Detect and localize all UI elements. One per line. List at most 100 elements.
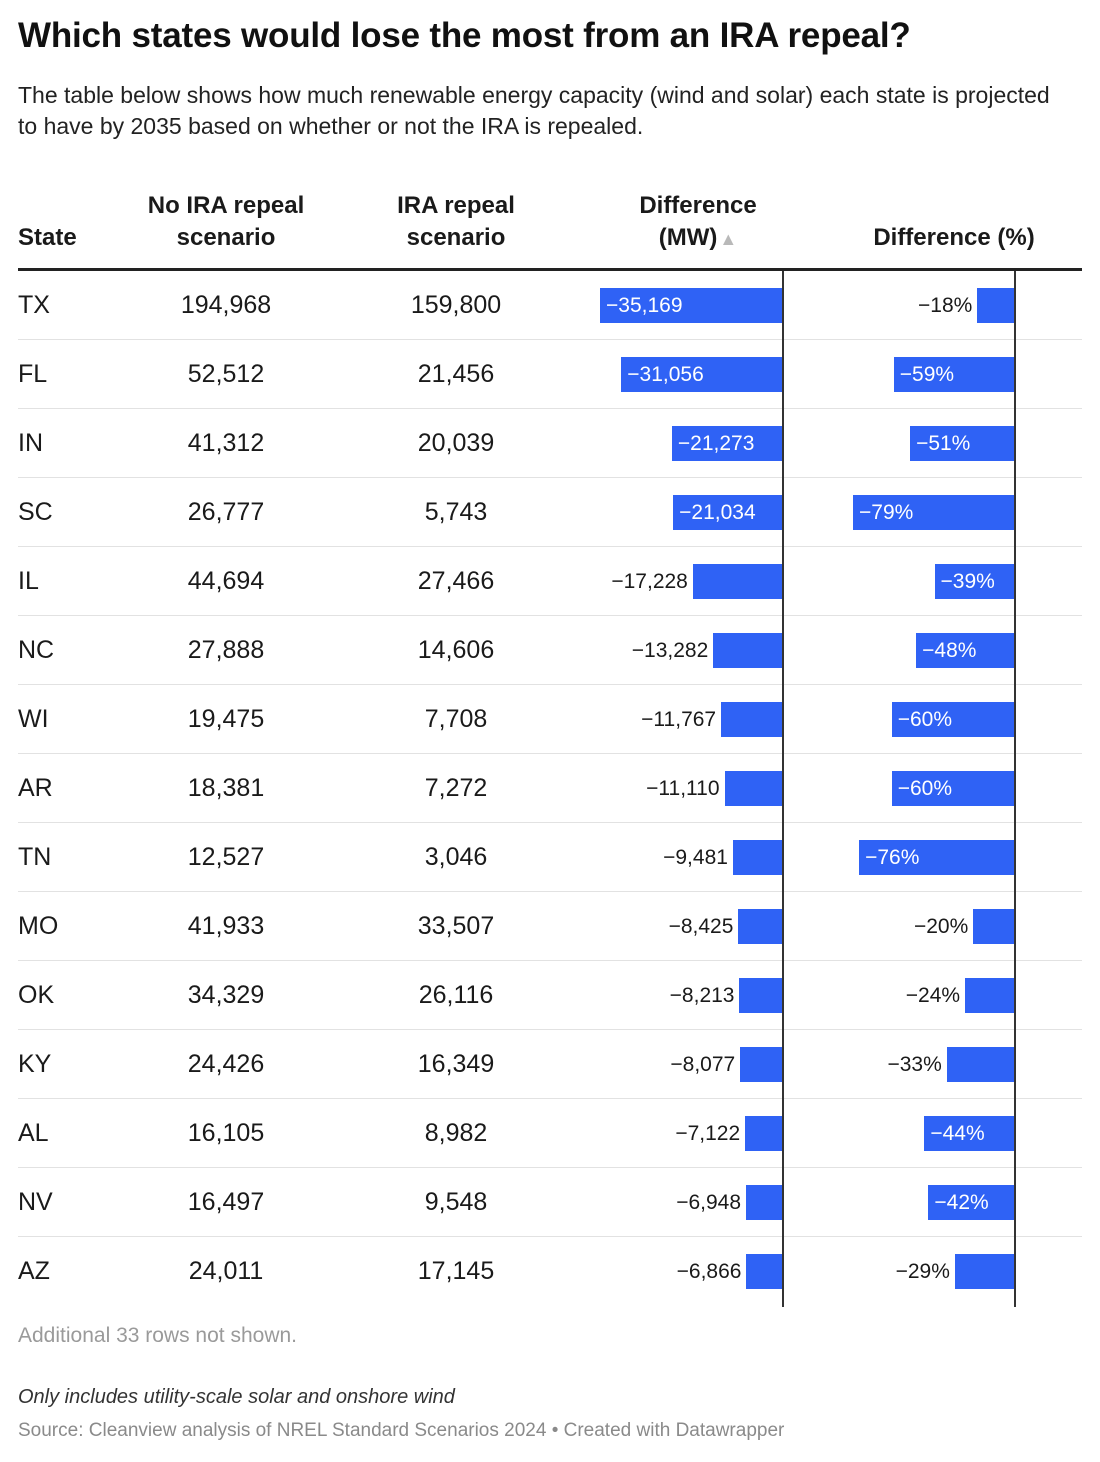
repeal-cell: 17,145	[417, 1257, 495, 1285]
diff-mw-label: −11,110	[646, 777, 720, 800]
column-header-repeal-line1: IRA repeal	[397, 192, 515, 219]
column-header-no-repeal-line2: scenario	[176, 224, 276, 251]
diff-mw-label: −6,948	[676, 1191, 742, 1214]
column-header-state-label: State	[18, 224, 77, 251]
diff-pct-label: −18%	[918, 294, 973, 317]
no-repeal-cell: 26,777	[187, 498, 265, 526]
diff-mw-label: −7,122	[675, 1122, 741, 1145]
column-header-no-repeal[interactable]: No IRA repeal scenario	[126, 190, 326, 254]
column-header-diff-pct-label: Difference (%)	[873, 224, 1035, 251]
diff-pct-bar	[910, 426, 1014, 461]
diff-pct-label: −24%	[905, 984, 961, 1007]
no-repeal-cell: 34,329	[187, 981, 265, 1009]
table-row: FL 52,512 21,456 −31,056 −59%	[18, 340, 1082, 409]
repeal-cell: 20,039	[417, 429, 495, 457]
diff-mw-label: −6,866	[676, 1260, 742, 1283]
diff-mw-bar	[692, 564, 782, 599]
no-repeal-cell: 44,694	[187, 567, 265, 595]
column-header-diff-mw-line1: Difference	[639, 192, 757, 219]
diff-pct-label: −60%	[897, 777, 953, 800]
diff-mw-bar	[673, 495, 782, 530]
table-row: NC 27,888 14,606 −13,282 −48%	[18, 616, 1082, 685]
no-repeal-cell: 41,312	[187, 429, 265, 457]
repeal-cell: 26,116	[418, 981, 494, 1009]
diff-mw-bar	[732, 840, 782, 875]
diff-mw-bar	[721, 702, 782, 737]
state-cell: FL	[18, 360, 48, 388]
table-row: IL 44,694 27,466 −17,228 −39%	[18, 547, 1082, 616]
diff-mw-bar	[739, 978, 782, 1013]
diff-mw-label: −35,169	[606, 294, 683, 317]
diff-mw-label: −17,228	[611, 570, 688, 593]
diff-pct-label: −29%	[895, 1260, 950, 1283]
column-header-diff-pct[interactable]: Difference (%)	[848, 222, 1060, 254]
diff-pct-label: −51%	[916, 432, 971, 455]
state-cell: AL	[18, 1119, 49, 1147]
diff-pct-bar	[891, 771, 1014, 806]
diff-mw-bar	[746, 1185, 782, 1220]
state-cell: TX	[18, 291, 50, 319]
header-divider	[18, 268, 1082, 271]
diff-mw-zero-axis	[782, 271, 784, 1307]
no-repeal-cell: 16,497	[187, 1188, 265, 1216]
diff-mw-label: −8,425	[668, 915, 734, 938]
row-divider	[18, 477, 1082, 478]
repeal-cell: 5,743	[424, 498, 488, 526]
row-divider	[18, 615, 1082, 616]
repeal-cell: 16,349	[417, 1050, 495, 1078]
diff-mw-label: −13,282	[631, 639, 709, 662]
repeal-cell: 14,606	[417, 636, 495, 664]
diff-mw-bar	[671, 426, 782, 461]
diff-pct-label: −39%	[940, 570, 995, 593]
no-repeal-cell: 16,105	[187, 1119, 265, 1147]
row-divider	[18, 339, 1082, 340]
column-header-diff-mw[interactable]: Difference (MW) ▲	[598, 190, 798, 255]
diff-mw-bar	[738, 909, 782, 944]
no-repeal-cell: 41,933	[187, 912, 265, 940]
repeal-cell: 3,046	[424, 843, 488, 871]
diff-pct-label: −76%	[865, 846, 920, 869]
table-row: KY 24,426 16,349 −8,077 −33%	[18, 1030, 1082, 1099]
column-header-state[interactable]: State	[18, 222, 77, 254]
no-repeal-cell: 19,475	[187, 705, 265, 733]
diff-pct-bar	[954, 1254, 1014, 1289]
chart-title: Which states would lose the most from an…	[18, 16, 911, 55]
column-header-repeal[interactable]: IRA repeal scenario	[356, 190, 556, 254]
diff-pct-label: −33%	[887, 1053, 942, 1076]
diff-pct-label: −60%	[897, 708, 953, 731]
diff-pct-label: −44%	[930, 1122, 985, 1145]
row-divider	[18, 546, 1082, 547]
diff-pct-bar	[928, 1185, 1014, 1220]
no-repeal-cell: 18,381	[187, 774, 265, 802]
no-repeal-cell: 24,426	[187, 1050, 265, 1078]
diff-pct-bar	[891, 702, 1014, 737]
table-row: AZ 24,011 17,145 −6,866 −29%	[18, 1237, 1082, 1306]
diff-pct-label: −59%	[899, 363, 955, 386]
no-repeal-cell: 194,968	[180, 291, 272, 319]
table-row: SC 26,777 5,743 −21,034 −79%	[18, 478, 1082, 547]
row-divider	[18, 408, 1082, 409]
diff-pct-bar	[965, 978, 1014, 1013]
no-repeal-cell: 24,011	[188, 1257, 264, 1285]
diff-mw-label: −31,056	[627, 363, 704, 386]
no-repeal-cell: 27,888	[187, 636, 265, 664]
no-repeal-cell: 52,512	[187, 360, 265, 388]
footnote: Only includes utility-scale solar and on…	[18, 1386, 455, 1408]
state-cell: AR	[18, 774, 53, 802]
table-row: NV 16,497 9,548 −6,948 −42%	[18, 1168, 1082, 1237]
table-row: IN 41,312 20,039 −21,273 −51%	[18, 409, 1082, 478]
diff-mw-bar	[724, 771, 782, 806]
row-divider	[18, 753, 1082, 754]
table-row: AL 16,105 8,982 −7,122 −44%	[18, 1099, 1082, 1168]
diff-mw-label: −21,034	[679, 501, 756, 524]
sort-ascending-icon: ▲	[719, 229, 738, 249]
diff-pct-bar	[973, 909, 1014, 944]
repeal-cell: 7,272	[424, 774, 488, 802]
state-cell: NV	[18, 1188, 53, 1216]
diff-pct-bar	[893, 357, 1014, 392]
state-cell: NC	[18, 636, 55, 664]
table-row: TN 12,527 3,046 −9,481 −76%	[18, 823, 1082, 892]
no-repeal-cell: 12,527	[187, 843, 265, 871]
repeal-cell: 159,800	[410, 291, 502, 319]
diff-mw-bar	[713, 633, 782, 668]
